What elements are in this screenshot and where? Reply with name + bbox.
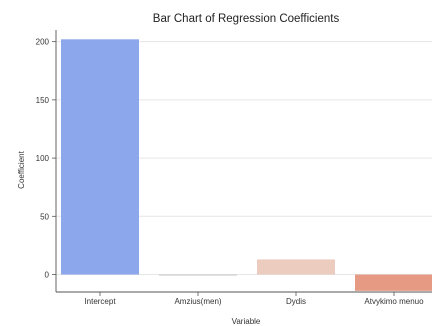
chart-title: Bar Chart of Regression Coefficients: [153, 13, 340, 25]
bar-dydis: [257, 259, 335, 275]
x-tick-label: Intercept: [84, 297, 116, 306]
bar-atvykimo-menuo: [355, 274, 432, 291]
x-tick-label: Amzius(men): [174, 297, 221, 306]
axes-group: 0 50 100 150 200 Intercept Amzius(men) Dydis Atv…: [36, 30, 432, 306]
bar-amzius-men: [159, 274, 237, 276]
bar-intercept: [61, 39, 139, 275]
x-axis-label: Variable: [232, 317, 261, 326]
y-axis-label: Coefficient: [17, 150, 26, 188]
y-tick-label: 100: [36, 154, 50, 163]
x-tick-label: Atvykimo menuo: [364, 297, 424, 306]
y-tick-label: 0: [45, 271, 50, 280]
y-tick-label: 150: [36, 96, 50, 105]
y-tick-label: 50: [40, 212, 49, 221]
bars-group: [61, 39, 432, 291]
x-tick-label: Dydis: [286, 297, 306, 306]
y-tick-label: 200: [36, 38, 50, 47]
